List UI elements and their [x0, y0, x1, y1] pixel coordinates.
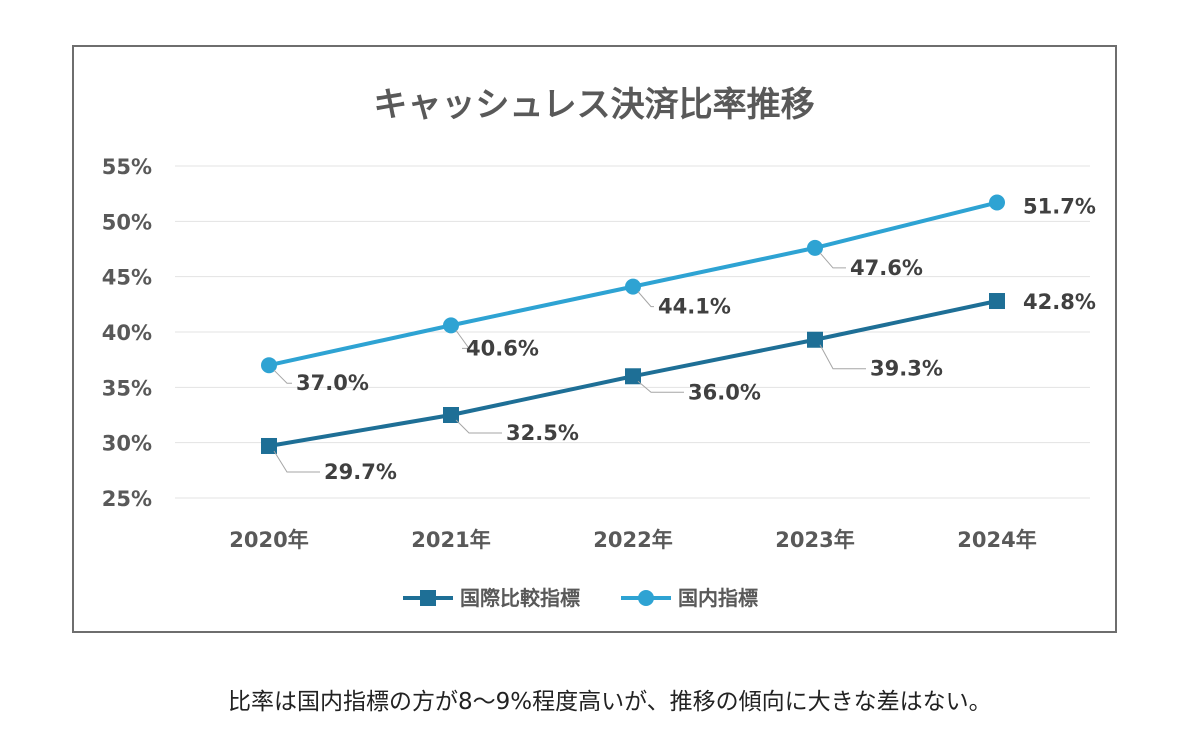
chart-caption: 比率は国内指標の方が8～9%程度高いが、推移の傾向に大きな差はない。 [228, 689, 992, 715]
data-label: 47.6% [850, 256, 923, 280]
data-label: 29.7% [324, 460, 397, 484]
y-tick-label: 50% [102, 210, 152, 234]
chart-title: キャッシュレス決済比率推移 [373, 85, 814, 125]
data-label: 44.1% [658, 295, 731, 319]
y-tick-label: 30% [102, 432, 152, 456]
data-label: 40.6% [466, 336, 539, 360]
data-point-circle [989, 194, 1005, 211]
chart-frame [72, 45, 1117, 633]
legend-marker-circle [638, 590, 654, 606]
data-point-square [807, 331, 823, 348]
x-tick-label: 2020年 [229, 528, 308, 552]
data-point-circle [625, 278, 641, 295]
x-tick-label: 2022年 [593, 528, 672, 552]
data-label: 37.0% [296, 371, 369, 395]
line-chart: キャッシュレス決済比率推移 25% 30% 35% 40% 45% 50% 55% 2020年 2… [102, 85, 1096, 610]
x-tick-label: 2021年 [411, 528, 490, 552]
data-point-square [989, 293, 1005, 310]
leader-line [273, 369, 292, 384]
leader-line [455, 419, 502, 434]
data-label: 32.5% [506, 421, 579, 445]
data-point-circle [443, 317, 459, 334]
legend-marker-square [420, 590, 436, 606]
data-point-square [261, 437, 277, 454]
leader-line [273, 450, 320, 473]
data-point-circle [261, 357, 277, 374]
leader-line [819, 252, 846, 269]
data-label: 39.3% [870, 357, 943, 381]
data-point-square [625, 368, 641, 385]
y-tick-label: 40% [102, 321, 152, 345]
y-tick-label: 35% [102, 376, 152, 400]
legend-label: 国際比較指標 [460, 586, 580, 610]
legend-label: 国内指標 [678, 586, 758, 610]
data-label: 51.7% [1023, 195, 1096, 219]
leader-line [455, 330, 470, 349]
leader-line [637, 380, 684, 393]
data-point-square [443, 407, 459, 423]
x-tick-label: 2024年 [957, 528, 1036, 552]
y-tick-label: 45% [102, 266, 152, 290]
y-tick-label: 25% [102, 487, 152, 511]
data-label: 42.8% [1023, 290, 1096, 314]
leader-line [819, 344, 866, 370]
leader-line [637, 291, 654, 308]
data-label: 36.0% [688, 380, 761, 404]
x-tick-label: 2023年 [775, 528, 854, 552]
y-tick-label: 55% [102, 155, 152, 179]
data-point-circle [807, 239, 823, 256]
